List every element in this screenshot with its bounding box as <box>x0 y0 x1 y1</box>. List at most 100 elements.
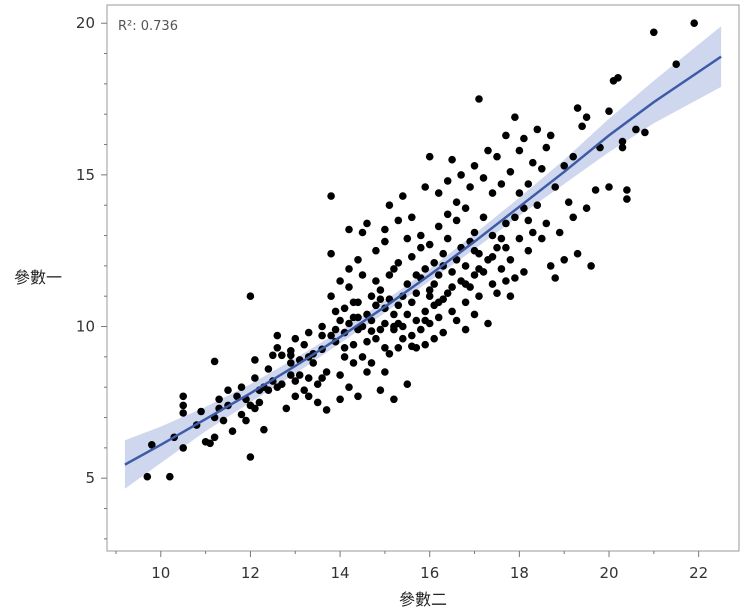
data-point <box>264 386 273 395</box>
y-tick-label: 15 <box>76 166 95 184</box>
data-point <box>358 228 367 237</box>
data-point <box>520 134 528 143</box>
data-point <box>349 359 358 367</box>
data-point <box>448 268 456 276</box>
data-point <box>166 472 174 481</box>
data-point <box>434 298 443 307</box>
data-point <box>412 289 421 298</box>
data-point <box>511 274 519 282</box>
data-point <box>569 152 577 161</box>
data-point <box>251 374 259 382</box>
y-tick-label: 10 <box>76 318 95 336</box>
data-point <box>345 225 353 234</box>
data-point <box>488 189 497 197</box>
data-point <box>421 265 430 273</box>
data-point <box>313 398 322 407</box>
data-point <box>497 234 506 243</box>
data-point <box>376 286 385 294</box>
data-point <box>421 307 430 316</box>
data-point <box>421 316 430 325</box>
y-tick-label: 20 <box>76 14 95 32</box>
data-point <box>304 392 313 401</box>
data-point <box>322 406 331 414</box>
data-point <box>273 331 282 340</box>
data-point <box>591 186 600 194</box>
data-point <box>179 392 187 401</box>
data-point <box>443 210 452 219</box>
data-point <box>287 371 295 379</box>
data-point <box>340 353 349 361</box>
data-point <box>412 316 421 325</box>
data-point <box>228 427 237 436</box>
data-point <box>475 292 483 301</box>
data-point <box>327 292 335 301</box>
data-point <box>493 289 501 298</box>
x-tick-label: 16 <box>420 564 439 582</box>
data-point <box>372 334 380 343</box>
data-point <box>345 383 353 392</box>
x-tick-label: 14 <box>331 564 350 582</box>
data-point <box>394 301 403 310</box>
data-point <box>336 371 344 379</box>
data-point <box>417 231 425 240</box>
data-point <box>529 228 537 237</box>
data-point <box>318 322 326 331</box>
data-point <box>452 316 461 325</box>
data-point <box>623 186 631 194</box>
r-squared-annotation: R²: 0.736 <box>118 19 178 34</box>
data-point <box>430 334 439 343</box>
data-point <box>210 357 219 366</box>
data-point <box>363 368 371 376</box>
data-point <box>304 328 313 337</box>
data-point <box>345 265 353 273</box>
data-point <box>376 295 385 304</box>
data-point <box>497 180 506 188</box>
data-point <box>502 277 510 285</box>
data-point <box>399 334 407 343</box>
data-point <box>641 128 649 137</box>
data-point <box>255 398 264 407</box>
data-point <box>237 383 246 392</box>
data-point <box>506 292 515 301</box>
data-point <box>408 342 416 351</box>
data-point <box>538 165 546 173</box>
data-point <box>327 249 335 258</box>
data-point <box>439 249 448 258</box>
data-point <box>318 374 326 382</box>
data-point <box>381 368 389 376</box>
data-point <box>179 409 187 417</box>
data-point <box>587 262 595 270</box>
data-point <box>367 292 376 301</box>
data-point <box>390 310 398 319</box>
data-point <box>555 228 564 237</box>
data-point <box>381 237 389 246</box>
data-point <box>623 195 631 203</box>
data-point <box>363 337 371 346</box>
data-point <box>331 325 340 334</box>
x-axis: 10 12 14 16 18 20 22 <box>115 551 708 582</box>
data-point <box>273 383 282 392</box>
data-point <box>394 344 403 352</box>
data-point <box>470 310 479 319</box>
data-point <box>488 280 497 288</box>
data-point <box>502 243 510 252</box>
data-point <box>506 255 515 264</box>
plot-frame <box>106 4 740 552</box>
data-point <box>408 252 416 261</box>
data-point <box>394 259 403 267</box>
data-point <box>340 304 349 313</box>
data-point <box>542 219 551 228</box>
data-point <box>300 340 309 349</box>
data-point <box>327 331 335 340</box>
x-tick-label: 10 <box>151 564 170 582</box>
data-points <box>143 19 698 481</box>
data-point <box>318 331 326 340</box>
data-point <box>475 95 483 103</box>
data-point <box>448 307 456 316</box>
data-point <box>300 386 309 395</box>
data-point <box>546 131 555 140</box>
data-point <box>282 404 291 413</box>
data-point <box>273 344 282 352</box>
data-point <box>434 313 443 322</box>
data-point <box>309 359 318 367</box>
